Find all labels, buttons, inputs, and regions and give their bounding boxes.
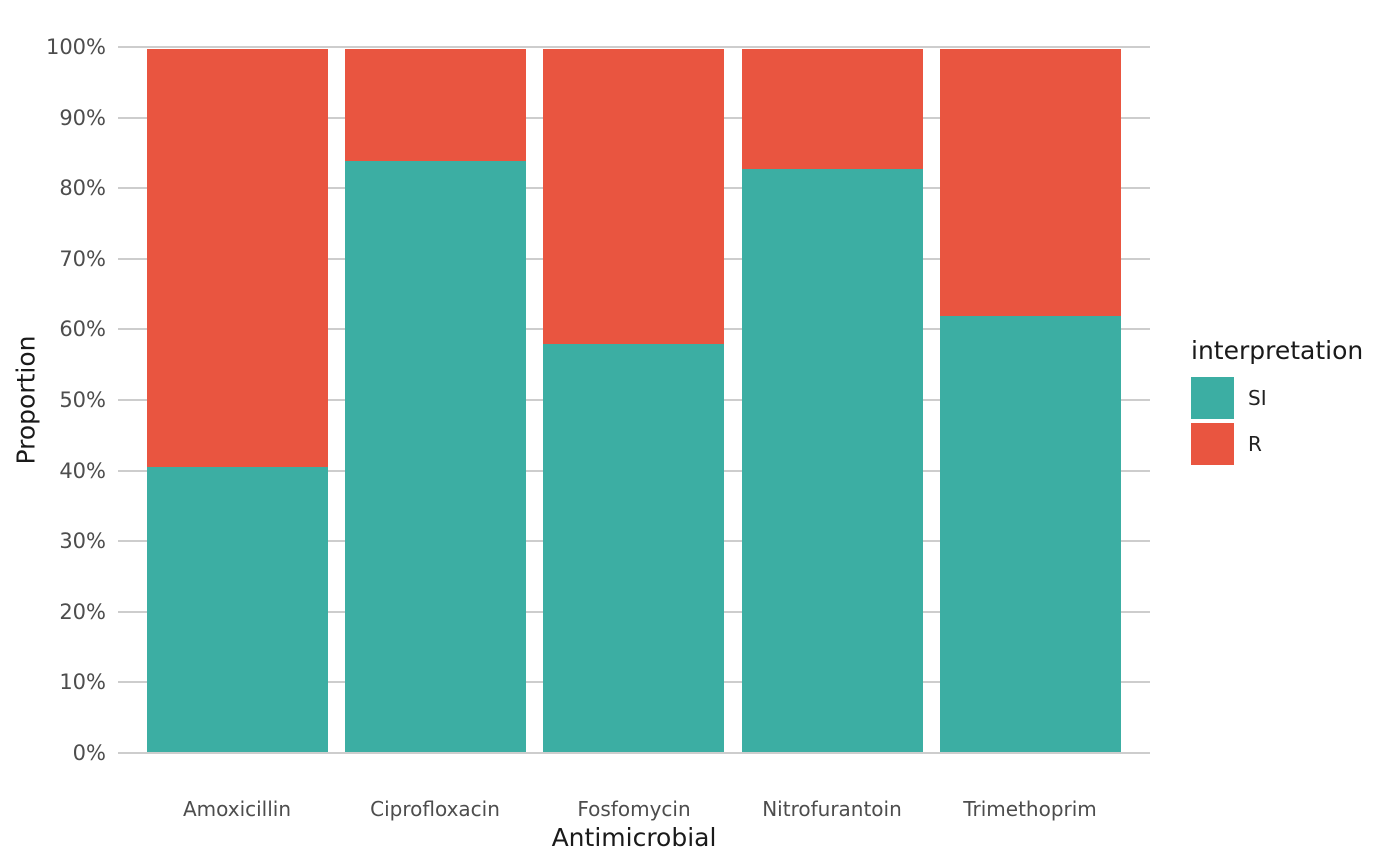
bar-amoxicillin: [147, 49, 328, 752]
x-tick-label-amoxicillin: Amoxicillin: [182, 797, 292, 821]
gridline-0%: [118, 752, 1150, 754]
legend-item-si: SI: [1191, 377, 1363, 419]
legend-label-r: R: [1248, 432, 1262, 456]
y-tick-label-0%: 0%: [72, 741, 106, 765]
x-tick-label-trimethoprim: Trimethoprim: [963, 797, 1097, 821]
bar-ciprofloxacin: [345, 49, 526, 752]
bar-segment-si-fosfomycin: [543, 344, 724, 752]
y-tick-label-50%: 50%: [59, 388, 106, 412]
y-tick-label-90%: 90%: [59, 106, 106, 130]
bar-nitrofurantoin: [742, 49, 923, 752]
bar-segment-r-amoxicillin: [147, 49, 328, 467]
legend-label-si: SI: [1248, 386, 1267, 410]
legend-title: interpretation: [1191, 336, 1364, 365]
bar-trimethoprim: [940, 49, 1121, 752]
legend-items: SI R: [1191, 377, 1363, 465]
bar-segment-r-nitrofurantoin: [742, 49, 923, 169]
x-tick-label-nitrofurantoin: Nitrofurantoin: [762, 797, 902, 821]
bar-fosfomycin: [543, 49, 724, 752]
gridline-100%: [118, 46, 1150, 48]
bar-segment-si-trimethoprim: [940, 316, 1121, 752]
bar-segment-si-ciprofloxacin: [345, 161, 526, 752]
y-tick-label-10%: 10%: [59, 670, 106, 694]
y-tick-label-100%: 100%: [45, 35, 106, 59]
bar-segment-r-ciprofloxacin: [345, 49, 526, 161]
bar-segment-r-fosfomycin: [543, 49, 724, 344]
y-tick-label-30%: 30%: [59, 529, 106, 553]
x-tick-label-fosfomycin: Fosfomycin: [577, 797, 691, 821]
legend: interpretation SI R: [1191, 336, 1363, 469]
x-tick-label-ciprofloxacin: Ciprofloxacin: [370, 797, 500, 821]
y-tick-label-60%: 60%: [59, 317, 106, 341]
bar-segment-si-amoxicillin: [147, 467, 328, 752]
x-axis-title: Antimicrobial: [551, 823, 717, 852]
y-tick-label-70%: 70%: [59, 247, 106, 271]
plot-panel: [118, 46, 1150, 754]
legend-swatch-si: [1191, 377, 1234, 419]
legend-swatch-r: [1191, 423, 1234, 465]
y-tick-label-80%: 80%: [59, 176, 106, 200]
y-tick-label-40%: 40%: [59, 459, 106, 483]
bar-segment-r-trimethoprim: [940, 49, 1121, 316]
legend-item-r: R: [1191, 423, 1363, 465]
bar-segment-si-nitrofurantoin: [742, 169, 923, 752]
y-tick-label-20%: 20%: [59, 600, 106, 624]
